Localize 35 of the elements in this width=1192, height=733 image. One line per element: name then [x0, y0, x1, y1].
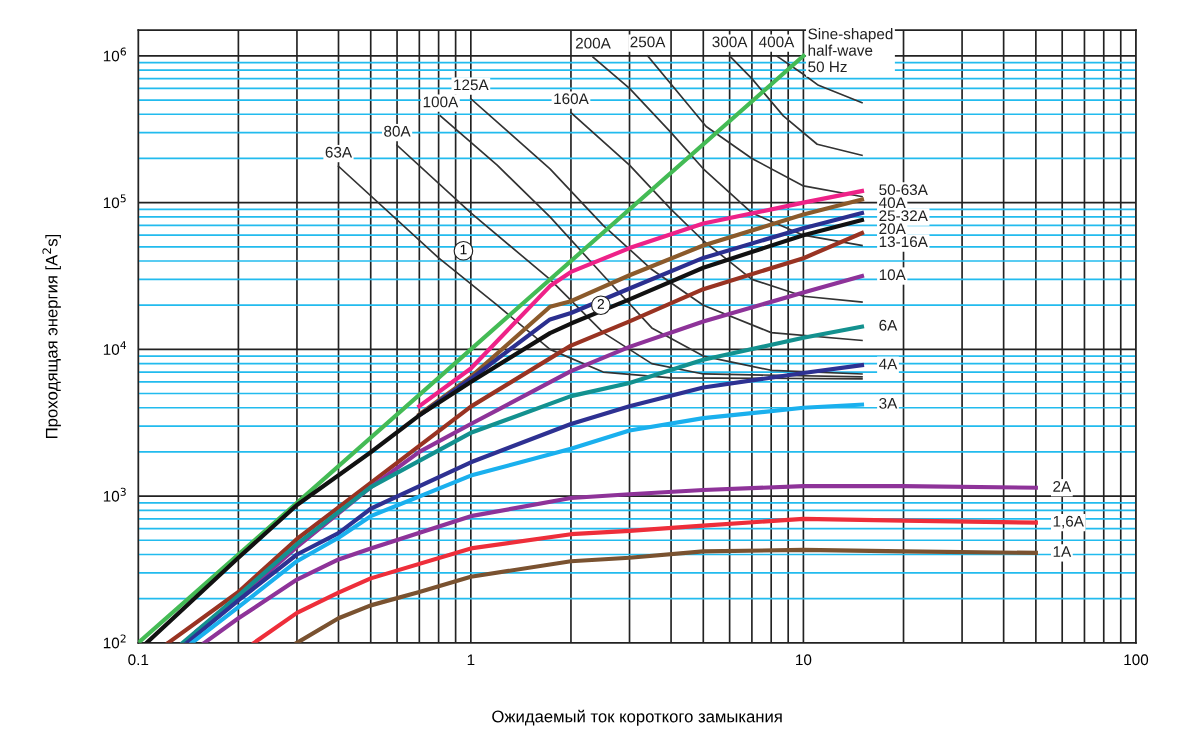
- y-axis-title: Проходящая энергия [A$^{2}$s]: [42, 234, 61, 438]
- series-label: 400A: [759, 36, 795, 48]
- x-axis-title: Ожидаемый ток короткого замыкания: [492, 709, 782, 726]
- y-tick-label: 10$^{6}$: [103, 47, 126, 62]
- series-label: 13-16A: [879, 236, 928, 248]
- annotation: 2: [597, 299, 605, 309]
- series-label: 160A: [554, 93, 589, 105]
- series-label: 100A: [423, 96, 459, 108]
- series-label: 63A: [325, 146, 353, 158]
- x-tick-label: 0.1: [128, 654, 149, 666]
- series-label: 250A: [630, 36, 666, 48]
- y-tick-label: 10$^{3}$: [103, 487, 126, 502]
- series-label: 10A: [879, 269, 906, 281]
- x-tick-label: 10: [796, 654, 812, 666]
- series-label: 3A: [879, 397, 898, 409]
- x-tick-label: 100: [1124, 654, 1149, 666]
- series-label: 1A: [1053, 546, 1072, 557]
- series-label: 4A: [878, 358, 898, 370]
- series-label: 6A: [879, 319, 898, 331]
- y-tick-label: 10$^{2}$: [103, 634, 126, 649]
- annotation: 1: [460, 244, 467, 255]
- series-label: 200A: [575, 37, 611, 49]
- series-label: 80A: [384, 125, 411, 137]
- series-label: 300A: [712, 36, 748, 48]
- series-label: Sine-shaped half-wave 50 Hz: [808, 28, 893, 73]
- series-label: 1,6A: [1053, 515, 1084, 529]
- series-label: 25-32A: [879, 210, 928, 222]
- series-label: 2A: [1053, 481, 1072, 492]
- y-tick-label: 10$^{4}$: [103, 341, 127, 355]
- series-label: 20A: [879, 223, 906, 235]
- x-tick-label: 1: [467, 654, 475, 666]
- series-label: 40A: [878, 197, 906, 209]
- series-label: 50-63A: [879, 184, 928, 196]
- series-label: 125A: [454, 79, 489, 91]
- y-tick-label: 10$^{5}$: [103, 194, 126, 209]
